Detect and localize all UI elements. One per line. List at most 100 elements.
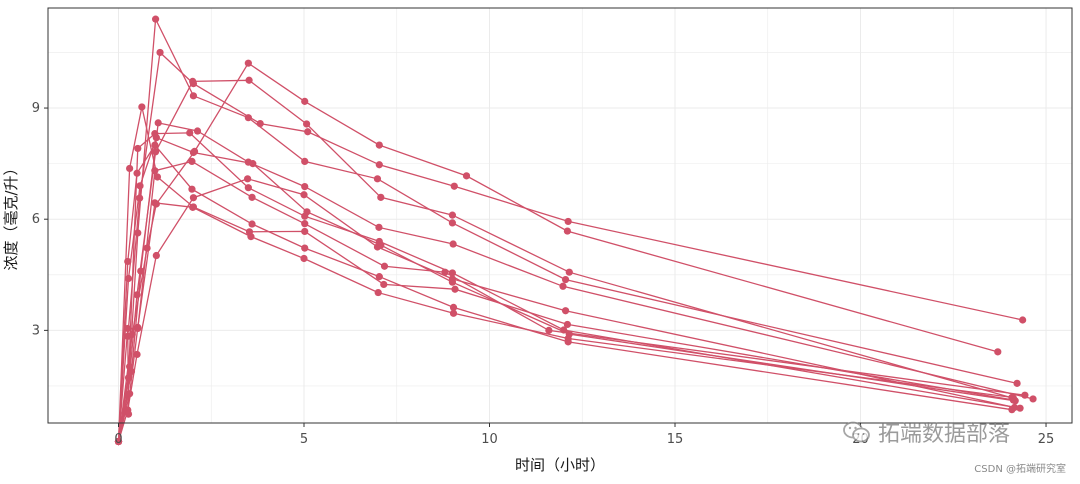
data-point (561, 276, 570, 284)
data-point (449, 240, 457, 248)
data-point (124, 324, 132, 333)
data-point (563, 227, 572, 235)
data-point (375, 141, 383, 149)
y-tick-label: 3 (32, 323, 40, 338)
data-point (441, 268, 449, 276)
data-point (152, 251, 160, 260)
series-line-8 (117, 160, 1025, 442)
data-point (124, 406, 132, 414)
x-tick-label: 5 (300, 432, 308, 447)
data-point (134, 144, 142, 153)
x-tick-label: 15 (667, 432, 684, 447)
data-point (377, 193, 385, 201)
data-point (301, 97, 309, 105)
data-point (151, 141, 159, 149)
data-point (375, 273, 383, 281)
data-point (136, 194, 144, 202)
data-point (156, 48, 164, 57)
data-point (564, 338, 572, 346)
data-point (126, 164, 134, 173)
data-point (448, 211, 457, 219)
data-point (133, 350, 141, 359)
data-point (300, 191, 308, 199)
data-point (248, 220, 256, 228)
axis-layer: 0510152025369时间（小时）浓度（毫克/升） (2, 7, 1073, 474)
data-point (564, 217, 572, 226)
data-point (154, 119, 162, 127)
data-point (124, 391, 132, 399)
data-point (375, 161, 383, 169)
data-point (188, 157, 196, 166)
series-line-9 (117, 106, 1014, 442)
data-point (565, 268, 573, 276)
data-point (301, 220, 309, 228)
data-point (1029, 395, 1037, 403)
data-point (193, 127, 202, 135)
data-point (190, 147, 199, 155)
data-point (245, 76, 253, 84)
x-tick-label: 25 (1038, 432, 1055, 447)
data-point (151, 148, 160, 156)
data-point (303, 208, 311, 216)
watermark: 拓端数据部落 (842, 416, 1010, 448)
data-point (244, 114, 252, 122)
data-point (301, 227, 309, 236)
data-point (248, 193, 256, 201)
data-point (188, 185, 196, 193)
data-point (133, 291, 141, 299)
data-point (451, 285, 459, 293)
data-point (380, 262, 389, 270)
wechat-icon (843, 421, 870, 443)
data-point (301, 157, 309, 166)
x-tick-label: 10 (481, 432, 498, 447)
data-point (1019, 316, 1027, 324)
data-point (1008, 406, 1016, 414)
x-tick-label: 0 (114, 432, 122, 447)
x-axis-label: 时间（小时） (515, 456, 605, 474)
data-point (124, 257, 132, 266)
data-point (300, 254, 308, 263)
data-point (374, 288, 382, 297)
data-point (1016, 404, 1024, 412)
data-point (449, 303, 458, 311)
data-point (244, 59, 252, 67)
data-point (152, 200, 160, 208)
y-axis-label: 浓度（毫克/升） (2, 160, 20, 270)
data-point (563, 320, 572, 329)
data-point (124, 274, 133, 283)
y-tick-label: 9 (32, 101, 40, 116)
data-point (1021, 391, 1029, 399)
data-point (561, 307, 570, 315)
data-point (189, 194, 198, 202)
data-point (373, 175, 382, 183)
panel-border (47, 7, 1073, 424)
data-point (301, 182, 309, 191)
data-point (128, 330, 136, 339)
data-point (134, 324, 142, 333)
data-point (189, 92, 198, 100)
data-point (153, 173, 162, 181)
data-point (244, 158, 252, 166)
data-point (186, 129, 194, 137)
data-point (545, 326, 553, 334)
data-point (375, 223, 383, 231)
data-point (1009, 394, 1017, 402)
watermark-brand: 拓端数据部落 (878, 422, 1011, 447)
data-point (189, 77, 197, 85)
data-point (304, 128, 312, 136)
data-point (138, 103, 146, 111)
data-point (133, 169, 141, 177)
data-point (449, 309, 458, 317)
data-point (301, 244, 309, 252)
data-point (114, 437, 123, 446)
data-point (1013, 379, 1021, 387)
data-point (450, 182, 458, 190)
y-tick-label: 6 (32, 212, 40, 227)
series-layer (114, 15, 1037, 446)
data-point (559, 282, 567, 290)
watermark-credit: CSDN @拓端研究室 (974, 464, 1066, 475)
data-point (189, 203, 198, 211)
data-point (448, 219, 457, 227)
data-point (302, 120, 311, 128)
